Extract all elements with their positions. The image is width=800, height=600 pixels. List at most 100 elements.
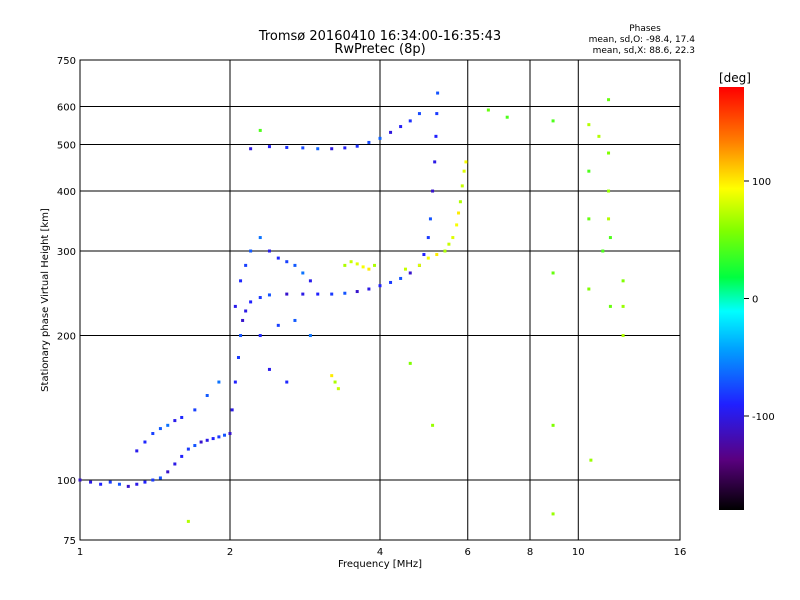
colorbar	[719, 87, 744, 510]
x-tick-labels: 1 2 4 6 8 10 16	[77, 547, 687, 558]
x-tick-label: 8	[527, 547, 533, 558]
data-point	[244, 263, 248, 267]
colorbar-ticks: 100 0 -100	[744, 177, 775, 423]
data-point	[180, 415, 184, 419]
colorbar-tick-label: 0	[752, 295, 758, 306]
data-point	[551, 271, 555, 275]
data-point	[267, 293, 271, 297]
data-point	[158, 476, 162, 480]
data-point	[293, 263, 297, 267]
data-point	[408, 361, 412, 365]
data-point	[267, 145, 271, 149]
data-point	[316, 292, 320, 296]
data-point	[451, 236, 455, 240]
data-point	[230, 408, 234, 412]
data-point	[249, 300, 253, 304]
data-point	[587, 123, 591, 127]
phases-line-x: mean, sd,X: 88.6, 22.3	[593, 46, 695, 56]
data-point	[193, 444, 197, 448]
data-point	[180, 454, 184, 458]
data-point	[378, 136, 382, 140]
data-point	[462, 169, 466, 173]
y-tick-label: 75	[63, 536, 76, 547]
data-point	[601, 249, 605, 253]
x-tick-label: 2	[227, 547, 233, 558]
data-point	[117, 482, 121, 486]
data-point	[151, 432, 155, 436]
y-tick-labels: 75 100 200 300 400 500 600 750	[57, 56, 76, 547]
data-point	[587, 217, 591, 221]
data-point	[403, 267, 407, 271]
data-point	[186, 447, 190, 451]
data-point	[236, 355, 240, 359]
data-point	[587, 169, 591, 173]
data-point	[435, 112, 439, 116]
data-point	[355, 144, 359, 148]
data-point	[408, 271, 412, 275]
data-point	[135, 449, 139, 453]
data-point	[258, 334, 262, 338]
data-point	[607, 151, 611, 155]
data-point	[621, 304, 625, 308]
data-point	[443, 249, 447, 253]
x-tick-label: 1	[77, 547, 83, 558]
x-tick-label: 16	[674, 547, 687, 558]
data-point	[367, 287, 371, 291]
data-point	[126, 484, 130, 488]
data-point	[389, 130, 393, 134]
y-tick-label: 200	[57, 332, 76, 343]
chart-subtitle: RwPretec (8p)	[334, 42, 425, 57]
data-point	[301, 292, 305, 296]
data-point	[135, 482, 139, 486]
y-tick-label: 600	[57, 103, 76, 114]
data-point	[433, 160, 437, 164]
data-point	[166, 423, 170, 427]
data-point	[233, 380, 237, 384]
data-point	[217, 435, 221, 439]
y-tick-label: 500	[57, 141, 76, 152]
data-point	[333, 380, 337, 384]
x-axis-label: Frequency [MHz]	[338, 559, 422, 570]
y-tick-label: 750	[57, 56, 76, 67]
data-point	[343, 263, 347, 267]
data-point	[417, 263, 421, 267]
data-point	[276, 256, 280, 260]
data-point	[464, 160, 468, 164]
data-point	[457, 211, 461, 215]
data-point	[258, 128, 262, 132]
data-point	[330, 292, 334, 296]
data-point	[301, 271, 305, 275]
data-point	[431, 189, 435, 193]
data-point	[607, 189, 611, 193]
data-point	[249, 249, 253, 253]
data-point	[276, 323, 280, 327]
data-point	[373, 263, 377, 267]
x-tick-label: 10	[572, 547, 585, 558]
data-point	[285, 145, 289, 149]
data-point	[233, 304, 237, 308]
data-point	[308, 334, 312, 338]
colorbar-tick-label: -100	[752, 412, 775, 423]
data-point	[241, 318, 245, 322]
data-point	[367, 267, 371, 271]
data-point	[193, 408, 197, 412]
data-point	[267, 367, 271, 371]
data-point	[587, 287, 591, 291]
data-point	[447, 242, 451, 246]
data-point	[308, 279, 312, 283]
data-point	[330, 147, 334, 151]
data-point	[436, 91, 440, 95]
data-point	[607, 98, 611, 102]
data-point	[589, 458, 593, 462]
data-point	[285, 292, 289, 296]
data-point	[239, 334, 243, 338]
colorbar-tick-label: 100	[752, 177, 771, 188]
data-point	[343, 291, 347, 295]
data-point	[285, 260, 289, 264]
data-point	[505, 115, 509, 119]
data-point	[621, 279, 625, 283]
data-point	[78, 478, 82, 482]
data-point	[158, 427, 162, 431]
data-point	[486, 108, 490, 112]
